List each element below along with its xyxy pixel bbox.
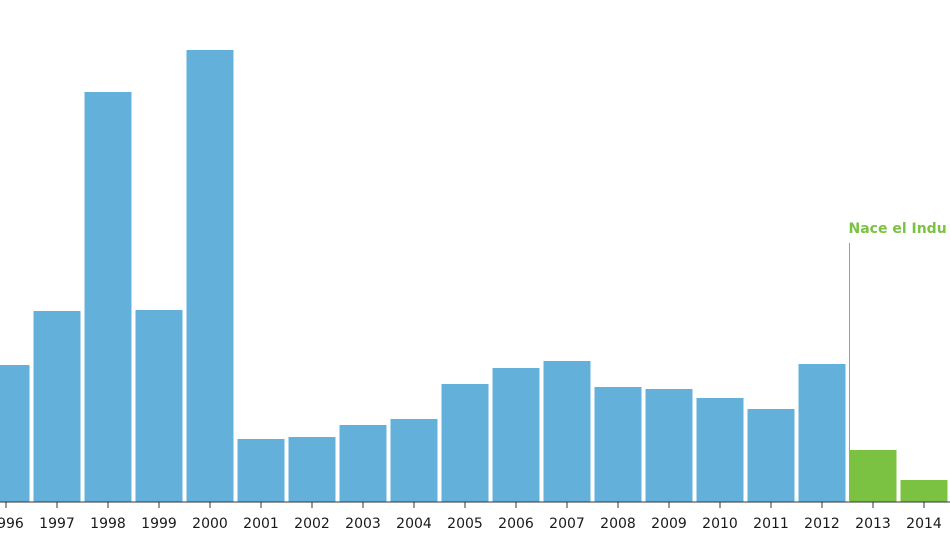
bar-2000 bbox=[186, 50, 234, 502]
x-tick-label-2012: 2012 bbox=[804, 516, 840, 532]
bars-group bbox=[0, 50, 948, 502]
x-tick-label-1998: 1998 bbox=[90, 516, 126, 532]
x-tick-label-2006: 2006 bbox=[498, 516, 534, 532]
bar-2006 bbox=[492, 368, 540, 502]
x-tick-label-2004: 2004 bbox=[396, 516, 432, 532]
x-axis: 1996 1997 1998 1999 2000 2001 2002 2003 2004 2005… bbox=[0, 501, 950, 532]
x-tick-label-2005: 2005 bbox=[447, 516, 483, 532]
bar-2012 bbox=[798, 364, 846, 502]
annotation-group: Nace el Indu bbox=[849, 221, 947, 502]
x-tick-label-2009: 2009 bbox=[651, 516, 687, 532]
bar-2001 bbox=[237, 439, 285, 502]
x-tick-label-2002: 2002 bbox=[294, 516, 330, 532]
x-tick-label-2013: 2013 bbox=[855, 516, 891, 532]
bar-1998 bbox=[84, 92, 132, 502]
x-tick-label-2000: 2000 bbox=[192, 516, 228, 532]
bar-2002 bbox=[288, 437, 336, 502]
bar-1999 bbox=[135, 310, 183, 502]
bar-1996 bbox=[0, 365, 30, 502]
x-tick-label-2001: 2001 bbox=[243, 516, 279, 532]
bar-2007 bbox=[543, 361, 591, 502]
bar-2010 bbox=[696, 398, 744, 502]
bar-2014 bbox=[900, 480, 948, 502]
x-tick-label-1996: 1996 bbox=[0, 516, 24, 532]
x-tick-label-2003: 2003 bbox=[345, 516, 381, 532]
x-tick-label-2011: 2011 bbox=[753, 516, 789, 532]
x-tick-label-2008: 2008 bbox=[600, 516, 636, 532]
bar-2005 bbox=[441, 384, 489, 502]
x-tick-label-1999: 1999 bbox=[141, 516, 177, 532]
bar-2013 bbox=[849, 450, 897, 502]
bar-2009 bbox=[645, 389, 693, 502]
bar-2004 bbox=[390, 419, 438, 502]
x-tick-label-2014: 2014 bbox=[906, 516, 942, 532]
x-tick-label-2010: 2010 bbox=[702, 516, 738, 532]
bar-2003 bbox=[339, 425, 387, 502]
bar-2008 bbox=[594, 387, 642, 502]
annotation-label: Nace el Indu bbox=[849, 221, 947, 237]
bar-2011 bbox=[747, 409, 795, 502]
x-tick-label-1997: 1997 bbox=[39, 516, 75, 532]
x-tick-label-2007: 2007 bbox=[549, 516, 585, 532]
bar-1997 bbox=[33, 311, 81, 502]
